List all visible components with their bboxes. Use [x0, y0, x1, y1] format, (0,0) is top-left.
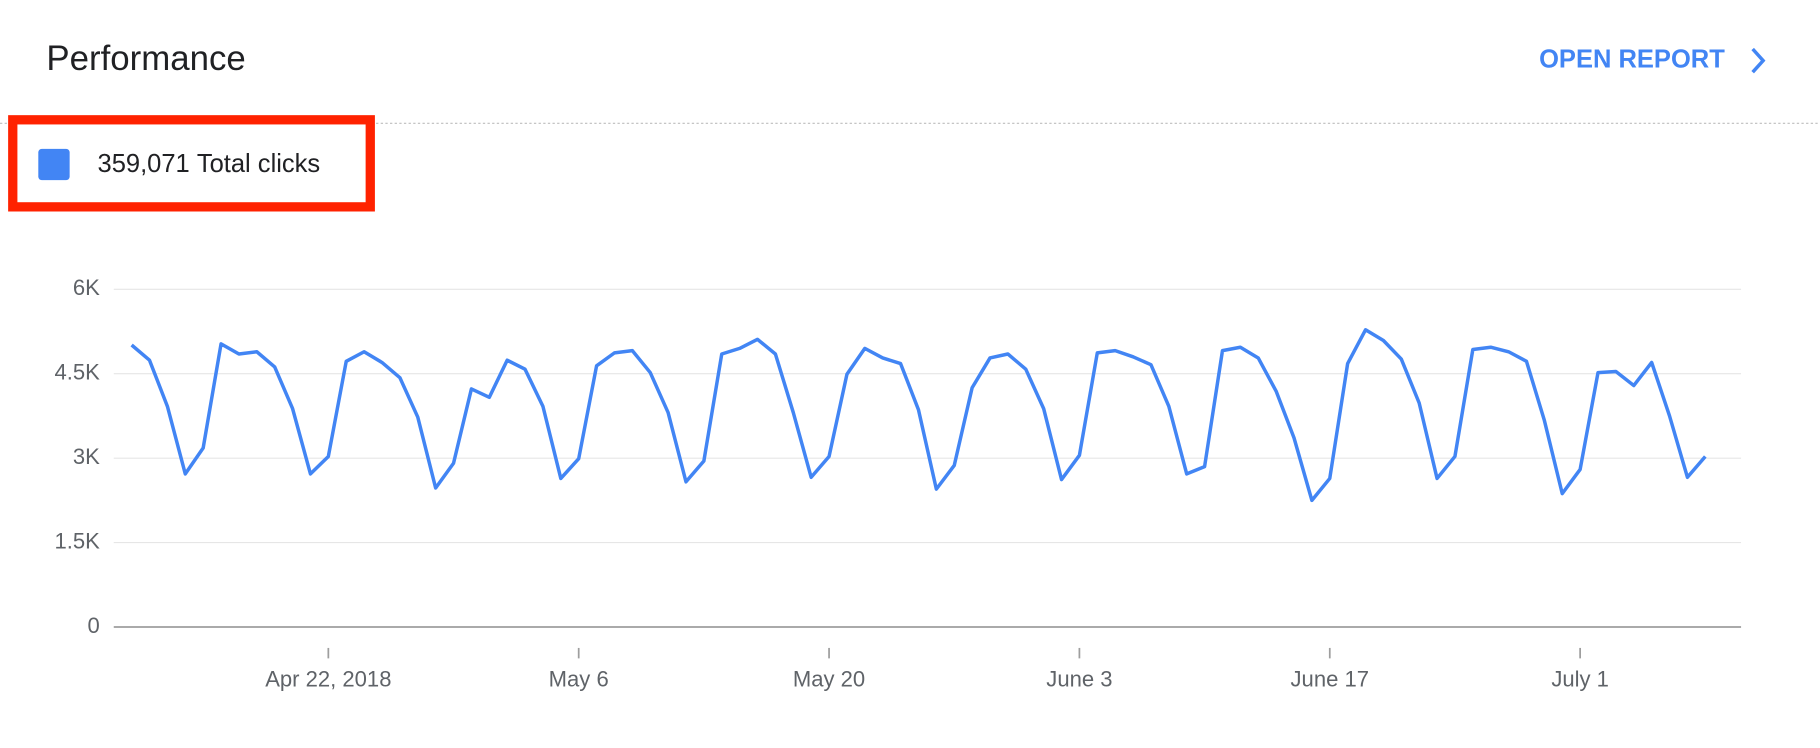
legend-label[interactable]: 359,071 Total clicks — [98, 150, 321, 178]
highlight-box — [8, 115, 375, 212]
x-tick-label: July 1 — [1551, 666, 1609, 691]
clicks-line — [130, 328, 1707, 503]
y-tick-label: 3K — [73, 444, 100, 469]
open-report-link[interactable]: OPEN REPORT — [1539, 45, 1766, 74]
x-tick-label: June 3 — [1046, 666, 1112, 691]
x-tick-label: May 6 — [549, 666, 609, 691]
y-tick-label: 6K — [73, 275, 100, 300]
y-tick-label: 1.5K — [54, 528, 100, 553]
chevron-icon[interactable] — [1751, 47, 1766, 74]
legend-total: 359,071 — [98, 150, 190, 178]
open-report-text[interactable]: OPEN REPORT — [1539, 45, 1725, 73]
x-tick-label: Apr 22, 2018 — [265, 666, 391, 691]
x-tick-label: May 20 — [793, 666, 865, 691]
y-tick-label: 0 — [88, 613, 100, 638]
plot: 0 1.5K 3K 4.5K 6K Apr 22, 2018 May 6 May 20 June… — [54, 275, 1742, 691]
y-tick-label: 4.5K — [54, 360, 100, 385]
x-tick-label: June 17 — [1291, 666, 1369, 691]
legend-series-name: Total clicks — [197, 150, 320, 178]
legend-swatch[interactable] — [38, 148, 70, 181]
card-title: Performance — [46, 39, 245, 78]
